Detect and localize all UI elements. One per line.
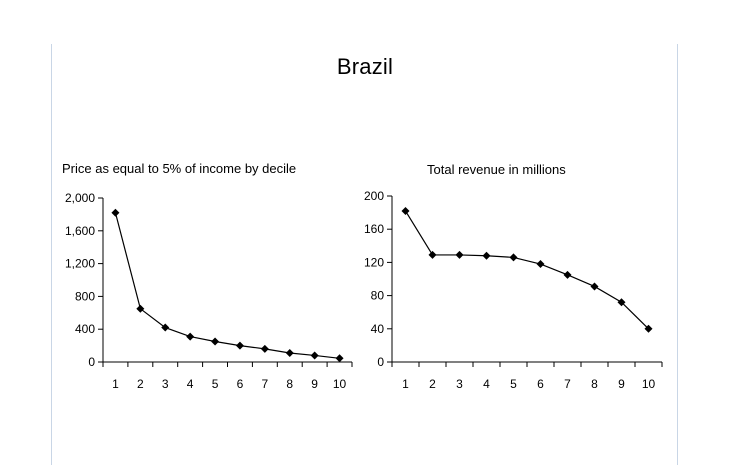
y-tick-label: 80 xyxy=(371,289,385,303)
y-tick-label: 200 xyxy=(364,189,384,203)
data-point-marker xyxy=(455,250,464,259)
x-tick-label: 8 xyxy=(591,377,598,391)
x-tick-label: 1 xyxy=(402,377,409,391)
right-border-line xyxy=(677,44,678,465)
series-line xyxy=(114,212,340,359)
x-tick-label: 6 xyxy=(537,377,544,391)
x-tick-label: 3 xyxy=(456,377,463,391)
x-tick-label: 6 xyxy=(237,377,244,391)
y-tick-label: 160 xyxy=(364,222,384,236)
x-tick-label: 9 xyxy=(311,377,318,391)
data-point-marker xyxy=(617,298,626,307)
x-tick-label: 1 xyxy=(112,377,119,391)
y-tick-label: 2,000 xyxy=(65,191,95,205)
data-point-marker xyxy=(111,208,120,217)
data-point-marker xyxy=(161,323,170,332)
left-border-line xyxy=(51,44,52,465)
data-point-marker xyxy=(310,351,319,360)
y-tick-label: 40 xyxy=(371,322,385,336)
x-tick-label: 7 xyxy=(564,377,571,391)
y-tick-label: 0 xyxy=(377,355,384,369)
data-point-marker xyxy=(211,337,220,346)
data-point-marker xyxy=(260,344,269,353)
x-tick-label: 7 xyxy=(262,377,269,391)
chart-2-title: Total revenue in millions xyxy=(427,162,566,177)
data-point-marker xyxy=(536,260,545,269)
data-point-marker xyxy=(590,282,599,291)
x-tick-label: 9 xyxy=(618,377,625,391)
y-tick-label: 0 xyxy=(88,355,95,369)
x-tick-label: 3 xyxy=(162,377,169,391)
data-point-marker xyxy=(482,251,491,260)
y-tick-label: 1,600 xyxy=(65,224,95,238)
y-tick-label: 400 xyxy=(75,322,95,336)
y-tick-label: 120 xyxy=(364,255,384,269)
x-tick-label: 2 xyxy=(429,377,436,391)
data-point-marker xyxy=(509,253,518,262)
x-tick-label: 2 xyxy=(137,377,144,391)
x-tick-label: 8 xyxy=(286,377,293,391)
y-tick-label: 1,200 xyxy=(65,257,95,271)
x-tick-label: 5 xyxy=(212,377,219,391)
data-point-marker xyxy=(235,341,244,350)
x-tick-label: 4 xyxy=(483,377,490,391)
x-tick-label: 4 xyxy=(187,377,194,391)
x-tick-label: 10 xyxy=(333,377,347,391)
x-tick-label: 10 xyxy=(642,377,656,391)
y-tick-label: 800 xyxy=(75,289,95,303)
data-point-marker xyxy=(428,250,437,259)
series-line xyxy=(404,210,649,330)
data-point-marker xyxy=(563,270,572,279)
data-point-marker xyxy=(644,324,653,333)
chart-1-title: Price as equal to 5% of income by decile xyxy=(62,161,297,176)
data-point-marker xyxy=(285,348,294,357)
x-tick-label: 5 xyxy=(510,377,517,391)
page-title: Brazil xyxy=(336,54,394,79)
data-point-marker xyxy=(136,304,145,313)
data-point-marker xyxy=(186,332,195,341)
data-point-marker xyxy=(401,206,410,215)
data-point-marker xyxy=(335,354,344,363)
